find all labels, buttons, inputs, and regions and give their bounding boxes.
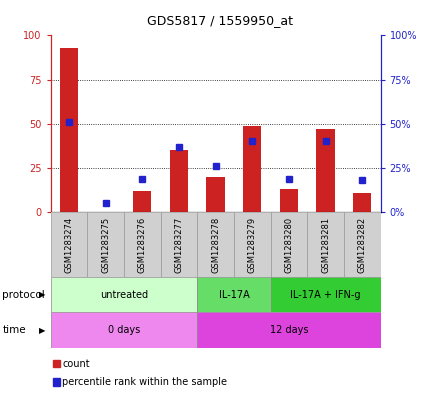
Bar <box>197 212 234 277</box>
Text: percentile rank within the sample: percentile rank within the sample <box>62 377 227 387</box>
Bar <box>60 48 78 212</box>
Bar <box>51 212 87 277</box>
Text: count: count <box>62 358 90 369</box>
Bar <box>316 129 335 212</box>
Bar <box>133 191 151 212</box>
Bar <box>307 212 344 277</box>
Bar <box>124 212 161 277</box>
Text: GSM1283281: GSM1283281 <box>321 217 330 273</box>
Bar <box>51 312 197 348</box>
Text: time: time <box>2 325 26 335</box>
Bar <box>243 125 261 212</box>
Text: GSM1283280: GSM1283280 <box>284 217 293 273</box>
Bar <box>87 212 124 277</box>
Text: GDS5817 / 1559950_at: GDS5817 / 1559950_at <box>147 14 293 27</box>
Bar <box>344 212 381 277</box>
Text: protocol: protocol <box>2 290 45 300</box>
Bar <box>170 150 188 212</box>
Text: 12 days: 12 days <box>270 325 308 335</box>
Bar <box>197 277 271 312</box>
Bar <box>271 277 381 312</box>
Text: GSM1283277: GSM1283277 <box>174 217 183 273</box>
Text: GSM1283278: GSM1283278 <box>211 217 220 273</box>
Text: GSM1283276: GSM1283276 <box>138 217 147 273</box>
Text: 0 days: 0 days <box>108 325 140 335</box>
Bar <box>161 212 197 277</box>
Text: ▶: ▶ <box>39 326 45 334</box>
Bar <box>271 212 307 277</box>
Text: GSM1283274: GSM1283274 <box>64 217 73 273</box>
Bar <box>280 189 298 212</box>
Bar <box>234 212 271 277</box>
Text: ▶: ▶ <box>39 290 45 299</box>
Bar <box>206 177 225 212</box>
Text: GSM1283279: GSM1283279 <box>248 217 257 273</box>
Bar <box>353 193 371 212</box>
Text: GSM1283275: GSM1283275 <box>101 217 110 273</box>
Bar <box>197 312 381 348</box>
Bar <box>51 277 197 312</box>
Text: IL-17A + IFN-g: IL-17A + IFN-g <box>290 290 361 300</box>
Text: IL-17A: IL-17A <box>219 290 249 300</box>
Text: untreated: untreated <box>100 290 148 300</box>
Text: GSM1283282: GSM1283282 <box>358 217 367 273</box>
